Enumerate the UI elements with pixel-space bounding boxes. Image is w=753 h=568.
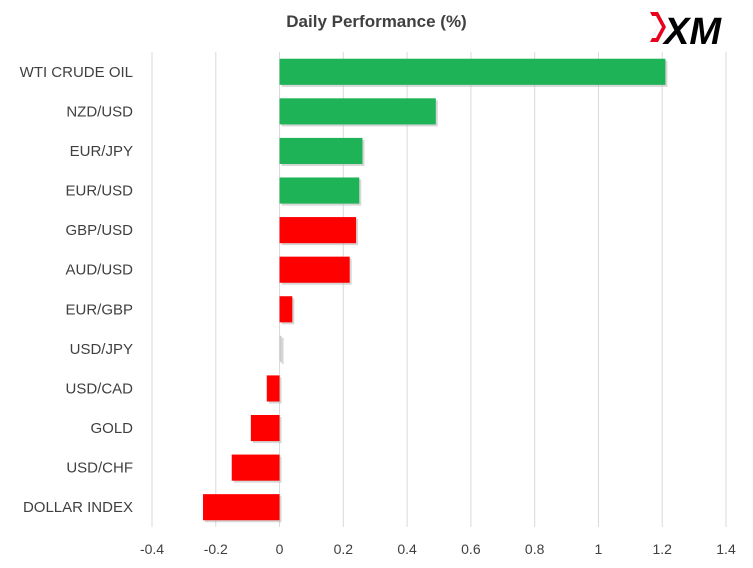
category-label: EUR/USD (65, 183, 133, 200)
x-tick-label: 0.6 (461, 541, 481, 557)
bar (280, 138, 363, 164)
x-tick-label: 1.2 (652, 541, 672, 557)
x-tick-label: 1 (595, 541, 603, 557)
x-tick-label: -0.4 (140, 541, 164, 557)
bar (251, 415, 280, 441)
bar (232, 455, 280, 481)
category-label: GOLD (90, 420, 133, 437)
bar (267, 375, 280, 401)
category-label: EUR/JPY (70, 143, 133, 160)
bar (203, 494, 280, 520)
bar (280, 296, 293, 322)
category-label: AUD/USD (65, 262, 133, 279)
bar (280, 257, 350, 283)
x-tick-label: 0.8 (525, 541, 545, 557)
category-label: USD/CHF (66, 460, 133, 477)
category-label: USD/JPY (70, 341, 133, 358)
category-label: NZD/USD (66, 103, 133, 120)
x-tick-label: 1.4 (716, 541, 736, 557)
category-label: EUR/GBP (65, 301, 133, 318)
x-tick-label: 0 (276, 541, 284, 557)
category-label: DOLLAR INDEX (23, 499, 133, 516)
bar (280, 59, 666, 85)
bar (280, 177, 360, 203)
category-label: WTI CRUDE OIL (20, 64, 133, 81)
bar (280, 217, 357, 243)
x-tick-label: 0.4 (397, 541, 417, 557)
category-label: USD/CAD (65, 380, 133, 397)
bar (280, 98, 436, 124)
category-label: GBP/USD (65, 222, 133, 239)
bar-shadow (282, 338, 284, 364)
x-tick-label: 0.2 (334, 541, 354, 557)
x-tick-label: -0.2 (204, 541, 228, 557)
bar (280, 336, 282, 362)
